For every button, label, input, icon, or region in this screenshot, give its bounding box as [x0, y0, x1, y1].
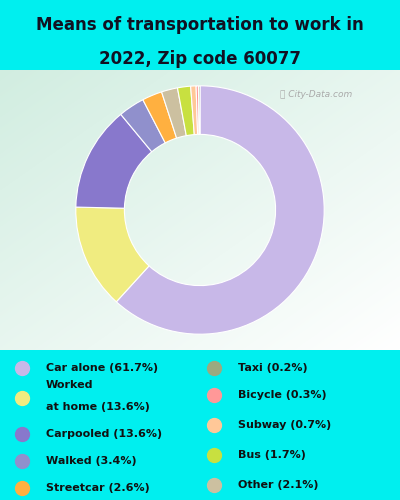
Text: Carpooled (13.6%): Carpooled (13.6%)	[46, 429, 162, 439]
Wedge shape	[76, 114, 152, 208]
Text: Bus (1.7%): Bus (1.7%)	[238, 450, 306, 460]
Wedge shape	[191, 86, 198, 134]
Text: Subway (0.7%): Subway (0.7%)	[238, 420, 331, 430]
Text: Bicycle (0.3%): Bicycle (0.3%)	[238, 390, 327, 400]
Text: Walked (3.4%): Walked (3.4%)	[46, 456, 137, 466]
Text: 2022, Zip code 60077: 2022, Zip code 60077	[99, 50, 301, 68]
Wedge shape	[178, 86, 194, 136]
Text: Taxi (0.2%): Taxi (0.2%)	[238, 363, 308, 373]
Text: Car alone (61.7%): Car alone (61.7%)	[46, 363, 158, 373]
Text: Worked: Worked	[46, 380, 94, 390]
Text: Other (2.1%): Other (2.1%)	[238, 480, 318, 490]
Wedge shape	[76, 207, 149, 302]
Wedge shape	[196, 86, 199, 134]
Point	[397, 312, 400, 320]
Wedge shape	[116, 86, 324, 334]
Text: Streetcar (2.6%): Streetcar (2.6%)	[46, 483, 150, 493]
Point	[397, 66, 400, 74]
Text: at home (13.6%): at home (13.6%)	[46, 402, 150, 412]
Wedge shape	[162, 88, 186, 138]
Text: Means of transportation to work in: Means of transportation to work in	[36, 16, 364, 34]
Wedge shape	[198, 86, 200, 134]
Text: Ⓢ City-Data.com: Ⓢ City-Data.com	[280, 90, 352, 98]
Wedge shape	[143, 92, 177, 143]
Wedge shape	[121, 100, 165, 152]
